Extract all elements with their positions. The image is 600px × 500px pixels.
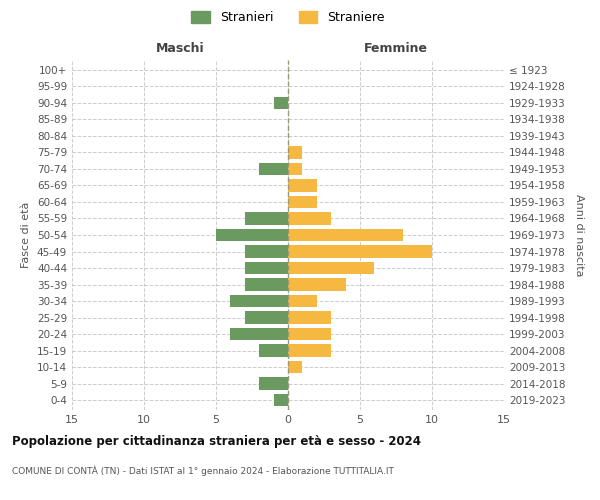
Bar — [288, 278, 346, 290]
Legend: Stranieri, Straniere: Stranieri, Straniere — [191, 11, 385, 24]
Bar — [288, 328, 331, 340]
Bar — [259, 378, 288, 390]
Bar — [216, 229, 288, 241]
Bar — [259, 344, 288, 357]
Bar — [230, 328, 288, 340]
Bar — [245, 278, 288, 290]
Bar — [288, 180, 317, 192]
Y-axis label: Fasce di età: Fasce di età — [22, 202, 31, 268]
Text: Maschi: Maschi — [155, 42, 205, 55]
Bar — [245, 246, 288, 258]
Bar — [245, 262, 288, 274]
Bar — [288, 246, 432, 258]
Bar — [245, 212, 288, 224]
Bar — [245, 312, 288, 324]
Bar — [288, 212, 331, 224]
Bar — [274, 394, 288, 406]
Bar — [288, 196, 317, 208]
Bar — [288, 163, 302, 175]
Y-axis label: Anni di nascita: Anni di nascita — [574, 194, 584, 276]
Bar — [259, 163, 288, 175]
Bar — [288, 312, 331, 324]
Text: Femmine: Femmine — [364, 42, 428, 55]
Bar — [288, 344, 331, 357]
Bar — [288, 229, 403, 241]
Bar — [288, 361, 302, 374]
Bar — [230, 295, 288, 307]
Bar — [288, 146, 302, 158]
Text: COMUNE DI CONTÀ (TN) - Dati ISTAT al 1° gennaio 2024 - Elaborazione TUTTITALIA.I: COMUNE DI CONTÀ (TN) - Dati ISTAT al 1° … — [12, 465, 394, 475]
Text: Popolazione per cittadinanza straniera per età e sesso - 2024: Popolazione per cittadinanza straniera p… — [12, 435, 421, 448]
Bar — [274, 96, 288, 109]
Bar — [288, 295, 317, 307]
Bar — [288, 262, 374, 274]
